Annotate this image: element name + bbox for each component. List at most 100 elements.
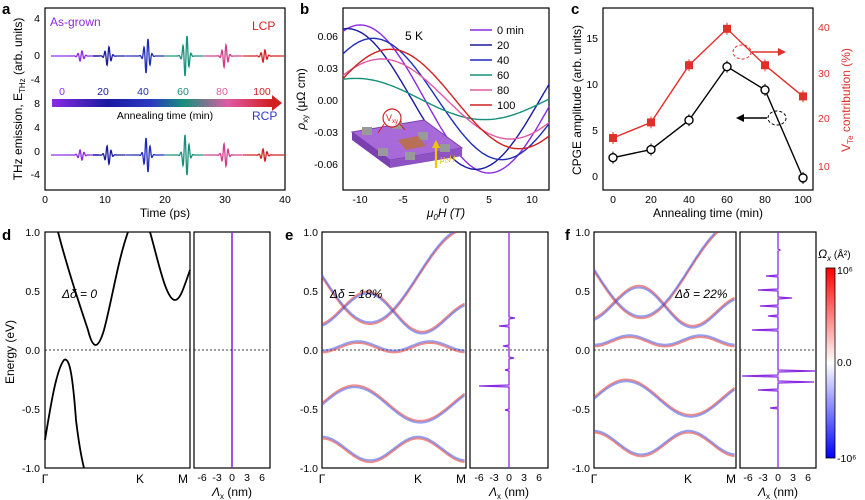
vte-point [685,61,693,70]
vte-point [609,134,617,142]
panel-c-plot [608,22,808,184]
panel-c-ytick-left: 5 [592,125,598,137]
panel-c-xlabel: Annealing time (min) [653,206,763,220]
panel-d-side-xtick: 6 [259,472,265,484]
panel-c-ytick-left: 0 [592,171,598,183]
panel-e-kpoint: K [414,472,422,486]
panel-a-xtick: 40 [279,194,291,206]
panel-b-temperature: 5 K [405,29,423,43]
annealing-tick: 60 [177,86,189,98]
cpge-line [612,65,804,179]
legend-label: 60 [497,70,509,82]
panel-c-ylabel-right: VTe contribution (%) [839,48,855,152]
panel-e-side-trace [478,232,516,468]
panel-a-ytick: 4 [34,13,40,25]
panel-d-side-xtick: -6 [197,472,206,484]
panel-f-side-xtick: 0 [775,472,781,484]
band-1-1 [593,286,736,329]
panel-f-ytick: 0.0 [575,345,590,357]
annealing-label: Annealing time (min) [117,110,213,122]
panel-f-side-xlabel: Λx (nm) [757,485,798,500]
panel-a-ytick: -4 [31,169,40,181]
panel-b-inset-voltmeter [382,108,402,128]
panel-b: b 0.06 0.03 0.00 -0.03 -0.06 -10 -5 0 5 … [294,1,550,222]
panel-b-letter: b [300,1,309,18]
panel-c-xtick: 80 [759,194,771,206]
colorbar-title: Ωx (Å²) [818,247,851,263]
panel-b-xticks: -10 -5 0 5 10 [352,194,538,206]
panel-c-xticks: 0 20 40 60 80 100 [610,194,812,206]
panel-d-side-xticks: -6 -3 0 3 6 [197,472,265,484]
panel-a-ytick: 0 [34,146,40,158]
panel-c-ytick-right: 40 [818,22,830,34]
panel-f-side-xtick: 3 [790,472,796,484]
panel-e-delta: Δδ = 18% [329,287,383,301]
panel-b-ytick: 0.06 [318,31,339,43]
panel-f-delta: Δδ = 22% [674,287,728,301]
panel-b-xtick: 5 [486,194,492,206]
band-2-1 [593,334,735,346]
panel-d-ytick: -0.5 [22,404,40,416]
cpge-point [760,85,770,95]
panel-a-lcp-label: LCP [252,19,275,33]
band-4-1 [321,435,465,462]
panel-e-side-xticks: -6 -3 0 3 6 [474,472,542,484]
legend-label: 0 min [497,25,524,37]
panel-f-ytick: -1.0 [572,463,590,475]
panel-c-ytick-left: 10 [586,79,598,91]
panel-b-ytick: -0.06 [314,159,338,171]
panel-c-red-circle [732,44,752,60]
panel-a-yticks-bot: 8 4 0 -4 [31,98,41,181]
panel-d-letter: d [2,227,11,244]
panel-d-conduction-band [57,231,129,346]
panel-f-kpoint: Γ [591,472,598,486]
panel-f-kpoint: K [684,472,692,486]
panel-b-ytick: 0.00 [318,95,339,107]
panel-f-side-trace [741,232,817,468]
hall-curve-80 [342,58,550,140]
panel-d-upper-band [149,231,191,301]
panel-d-kpoint: Γ [42,472,49,486]
panel-c-xtick: 20 [645,194,657,206]
band-1-0 [321,290,466,333]
panel-e-side-xlabel: Λx (nm) [488,485,529,500]
panel-a-xlabel: Time (ps) [140,206,190,220]
panel-e-kpoint: M [456,472,466,486]
panel-b-xtick: 0 [443,194,449,206]
panel-e-side-xtick: 3 [521,472,527,484]
panel-a-asgrown-label: As-grown [50,15,101,29]
thz-trace-100 [249,48,282,64]
colorbar-max: 10⁶ [837,265,853,277]
panel-b-xtick: -5 [398,194,407,206]
band-3-0 [321,384,466,422]
panel-b-inset-field: μ₀H [439,154,456,164]
thz-trace-60 [171,134,204,176]
panel-e: e 1.0 0.5 0.0 -0.5 -1.0 Δδ = 18% Γ K M -… [285,227,549,500]
panel-e-side-xtick: -6 [474,472,483,484]
panel-d-kpoints: Γ K M [42,472,188,486]
band-4-1 [593,429,735,456]
panel-c-yticks-right: 10 20 30 40 [818,22,830,173]
band-1-0 [593,284,736,327]
panel-e-side-xtick: 0 [506,472,512,484]
thz-trace-40 [132,137,165,173]
cpge-point [608,152,618,163]
panel-d-yticks: 1.0 0.5 0.0 -0.5 -1.0 [22,227,40,475]
panel-d-side-xtick: -3 [212,472,221,484]
panel-d: d Energy (eV) 1.0 0.5 0.0 -0.5 -1.0 Δδ =… [2,227,271,500]
panel-d-ylabel: Energy (eV) [3,320,17,384]
annealing-arrow-head [272,95,282,111]
panel-f-side-xtick: -3 [758,472,767,484]
panel-d-kpoint: K [136,472,144,486]
panel-c-ytick-right: 10 [818,161,830,173]
panel-d-ytick: 0.5 [25,286,40,298]
panel-a-xtick: 0 [42,194,48,206]
lambda-trace [478,232,516,468]
panel-b-legend: 0 min 20 40 60 80 100 [470,25,524,112]
panel-e-side-xtick: 6 [536,472,542,484]
panel-f-kpoints: Γ K M [591,472,736,486]
panel-a-ytick: 4 [34,122,40,134]
panel-e-ytick: 0.5 [303,286,318,298]
panel-c-ylabel-left: CPGE amplitude (arb. units) [570,25,584,175]
